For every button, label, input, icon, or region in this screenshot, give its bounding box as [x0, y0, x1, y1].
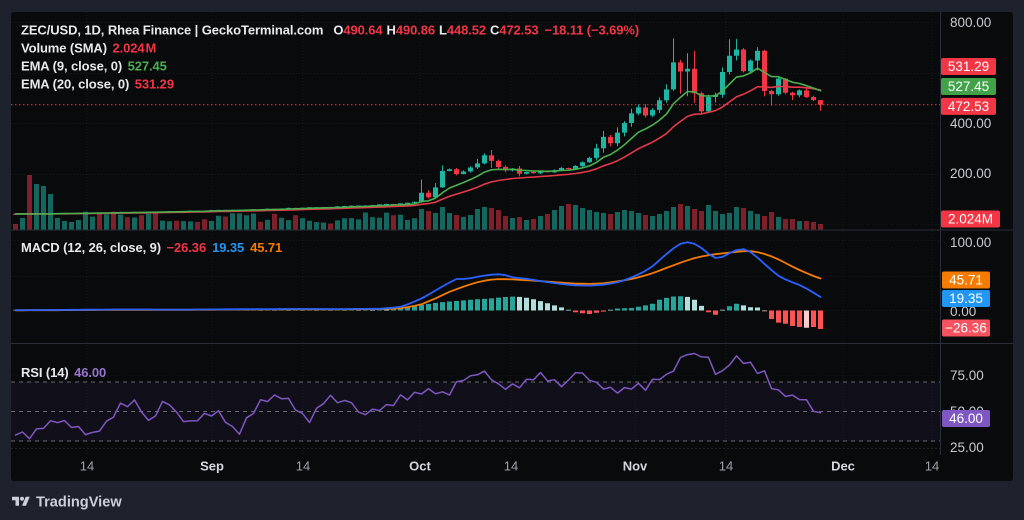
svg-text:45.71: 45.71	[949, 273, 983, 288]
svg-text:46.00: 46.00	[949, 411, 983, 426]
svg-text:EMA (20, close, 0) 531.29: EMA (20, close, 0) 531.29	[21, 77, 174, 92]
svg-text:14: 14	[719, 459, 733, 474]
svg-text:400.00: 400.00	[950, 116, 991, 131]
svg-text:14: 14	[504, 459, 518, 474]
svg-text:Dec: Dec	[831, 459, 855, 474]
svg-text:14: 14	[925, 459, 939, 474]
svg-text:TradingView: TradingView	[36, 494, 122, 510]
svg-text:14: 14	[80, 459, 94, 474]
svg-text:75.00: 75.00	[950, 368, 984, 383]
svg-text:527.45: 527.45	[948, 79, 989, 94]
svg-text:800.00: 800.00	[950, 15, 991, 30]
svg-text:14: 14	[296, 459, 310, 474]
svg-text:25.00: 25.00	[950, 440, 984, 455]
svg-text:200.00: 200.00	[950, 166, 991, 181]
svg-text:MACD (12, 26, close, 9) −26.36: MACD (12, 26, close, 9) −26.36 19.35 45.71	[21, 240, 282, 255]
svg-text:472.53: 472.53	[948, 99, 989, 114]
svg-text:ZEC/USD, 1D, Rhea Finance | Ge: ZEC/USD, 1D, Rhea Finance | GeckoTermina…	[21, 23, 639, 38]
svg-text:RSI (14) 46.00: RSI (14) 46.00	[21, 365, 106, 380]
svg-text:2.024M: 2.024M	[948, 212, 993, 227]
svg-text:EMA (9, close, 0) 527.45: EMA (9, close, 0) 527.45	[21, 59, 167, 74]
svg-text:531.29: 531.29	[948, 59, 989, 74]
svg-text:19.35: 19.35	[949, 291, 983, 306]
svg-text:Sep: Sep	[200, 459, 224, 474]
svg-text:−26.36: −26.36	[945, 321, 987, 336]
svg-text:Nov: Nov	[623, 459, 648, 474]
svg-text:0.00: 0.00	[950, 304, 976, 319]
svg-text:100.00: 100.00	[950, 235, 991, 250]
svg-text:Oct: Oct	[409, 459, 431, 474]
svg-text:Volume (SMA) 2.024M: Volume (SMA) 2.024M	[21, 41, 156, 56]
